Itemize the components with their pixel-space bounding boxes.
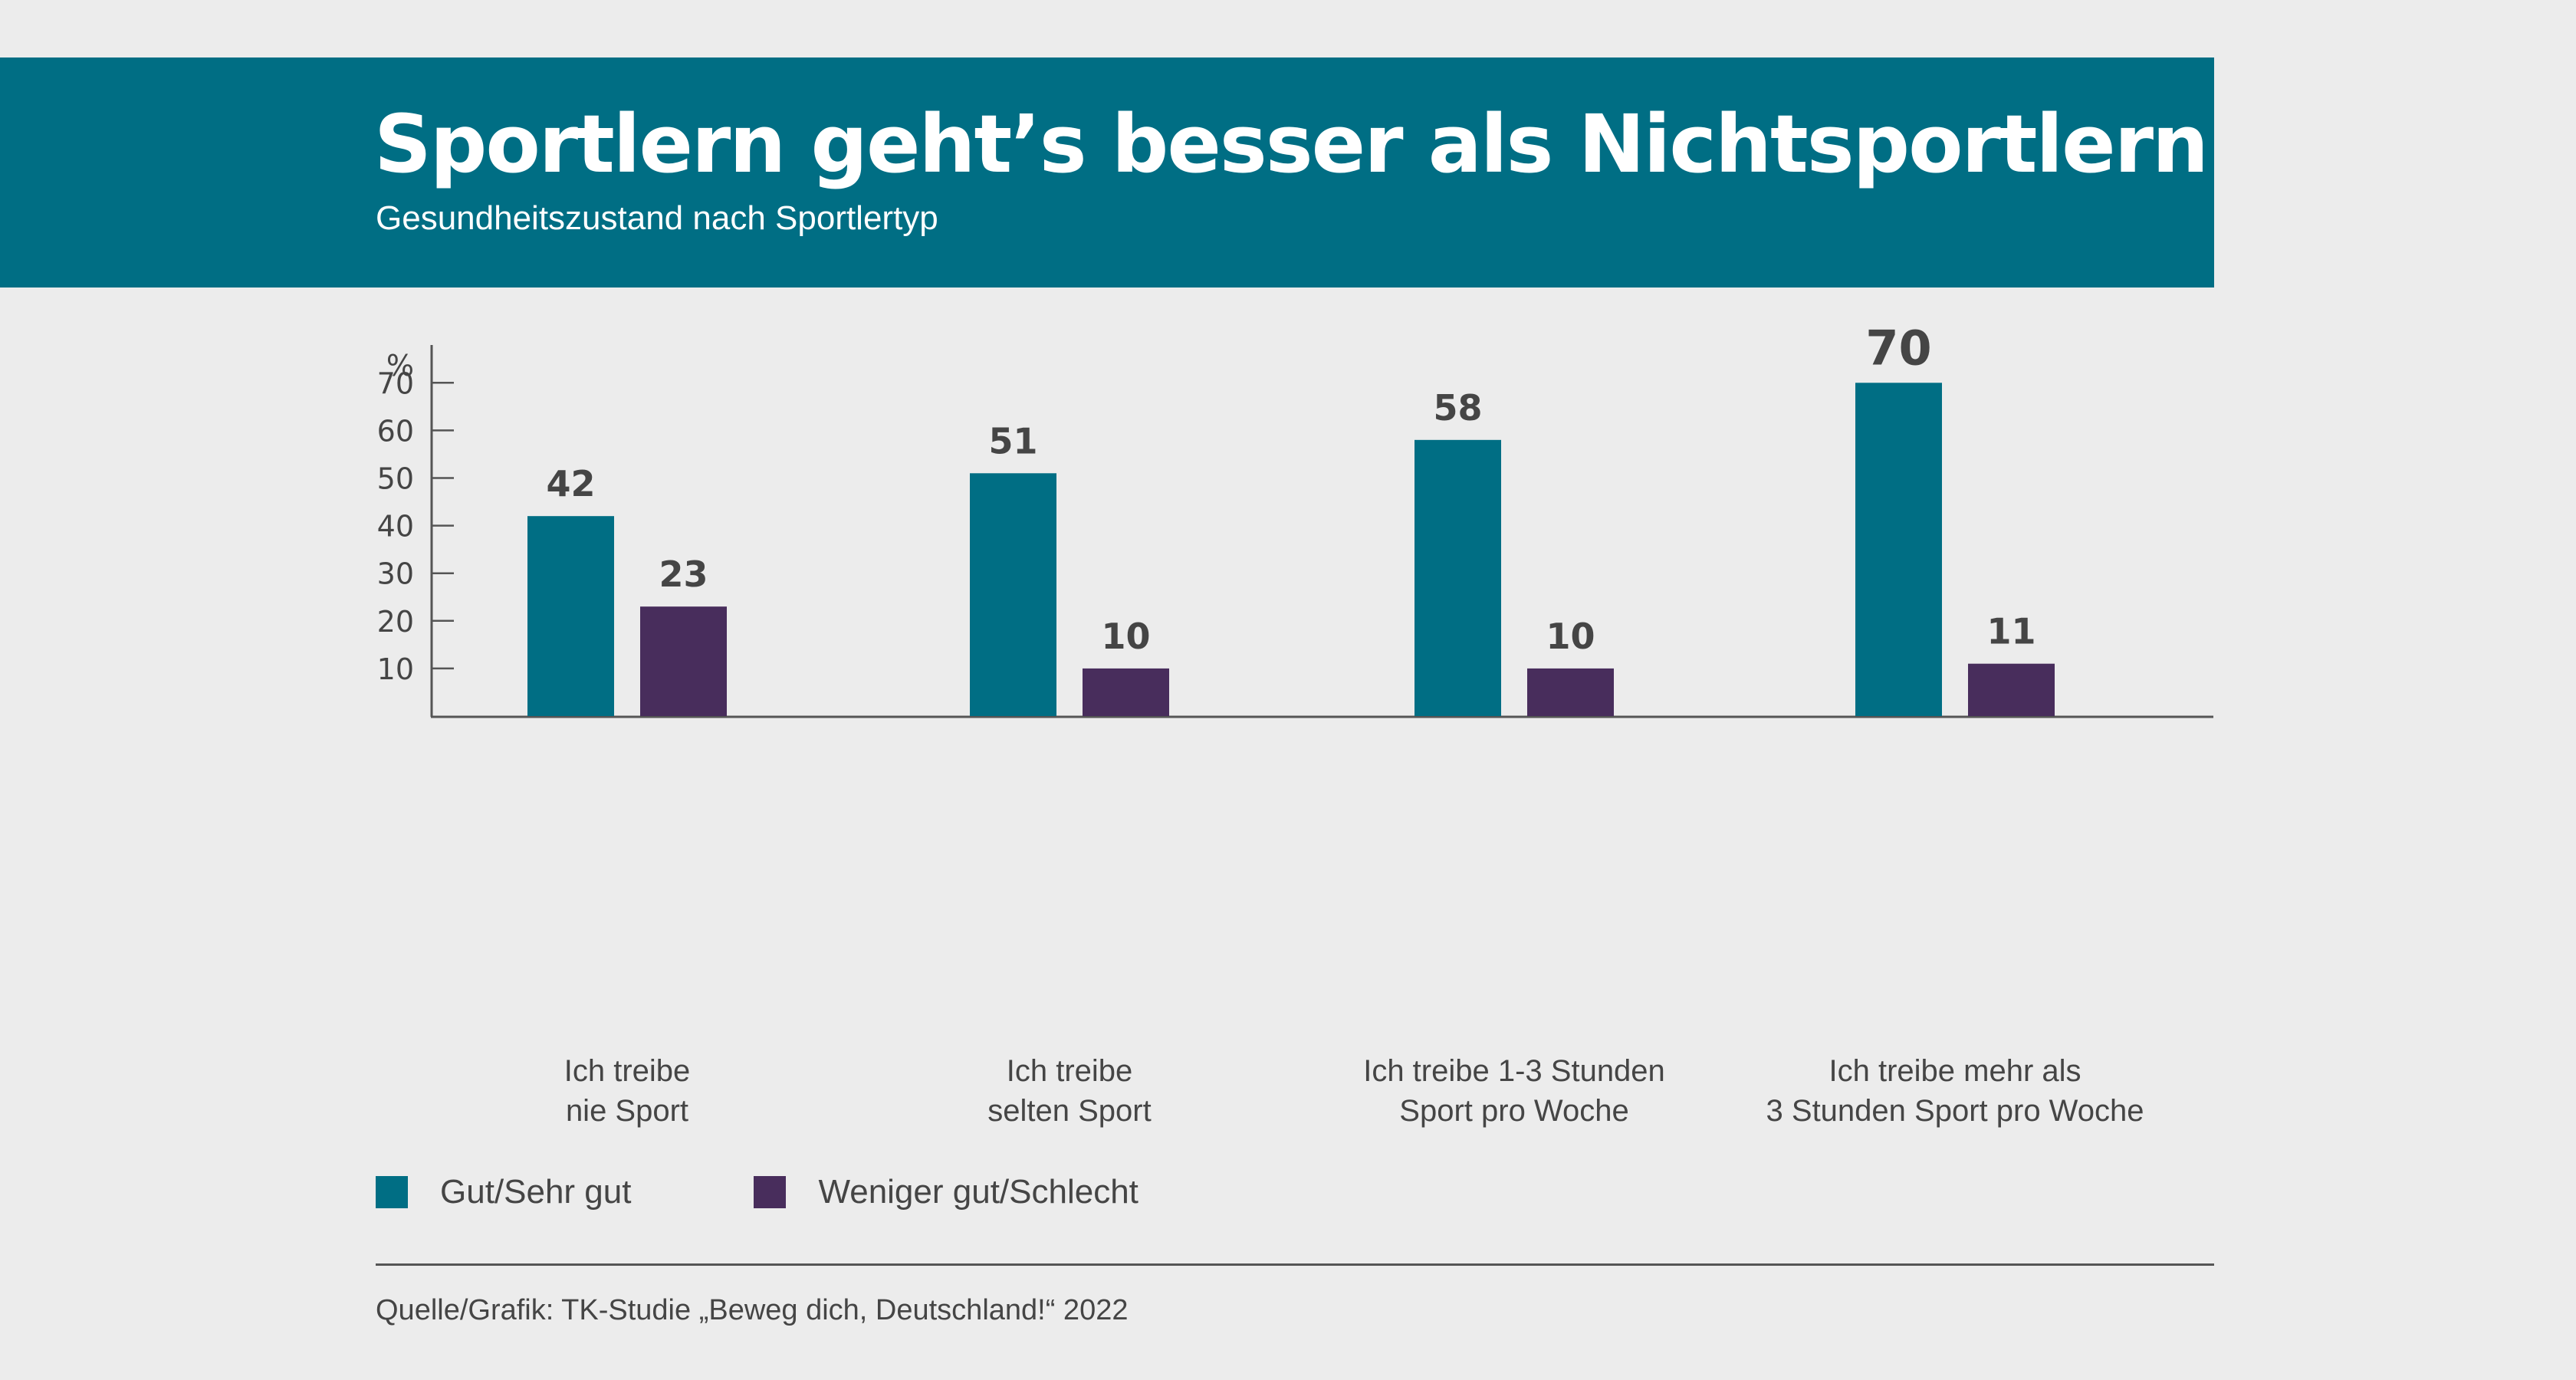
bar-weniger xyxy=(1527,668,1614,716)
category-label: Ich treibe xyxy=(564,1054,691,1088)
data-label: 51 xyxy=(988,420,1037,462)
source-note: Quelle/Grafik: TK-Studie „Beweg dich, De… xyxy=(376,1294,1129,1326)
category-label: Sport pro Woche xyxy=(1399,1094,1628,1128)
bar-gut xyxy=(527,516,614,716)
header-band: Sportlern geht’s besser als Nichtsportle… xyxy=(0,58,2214,288)
data-label: 58 xyxy=(1433,387,1482,429)
legend-swatch-weniger xyxy=(754,1176,787,1208)
data-label: 70 xyxy=(1865,320,1931,376)
y-tick-label: 40 xyxy=(377,510,414,544)
category-label: nie Sport xyxy=(566,1094,688,1128)
y-tick-label: 10 xyxy=(377,652,414,686)
bar-gut xyxy=(970,473,1056,716)
data-label: 42 xyxy=(546,463,595,504)
bar-weniger xyxy=(640,606,727,716)
y-tick-label: 60 xyxy=(377,414,414,448)
data-label: 10 xyxy=(1101,616,1150,657)
y-axis-unit-label: % xyxy=(386,349,414,383)
y-tick-label: 20 xyxy=(377,605,414,639)
legend-item-gut: Gut/Sehr gut xyxy=(376,1173,631,1211)
y-tick-label: 30 xyxy=(377,557,414,591)
legend-swatch-gut xyxy=(376,1176,408,1208)
bar-gut xyxy=(1855,383,1942,716)
data-label: 10 xyxy=(1546,616,1595,657)
category-label: Ich treibe mehr als xyxy=(1829,1054,2081,1088)
footer-divider xyxy=(376,1263,2214,1266)
legend: Gut/Sehr gut Weniger gut/Schlecht xyxy=(376,1173,1261,1211)
bar-weniger xyxy=(1083,668,1169,716)
data-label: 11 xyxy=(1986,611,2036,652)
category-label: 3 Stunden Sport pro Woche xyxy=(1766,1094,2144,1128)
bar-gut xyxy=(1414,439,1501,716)
bar-weniger xyxy=(1968,663,2055,716)
y-tick-label: 50 xyxy=(377,462,414,496)
category-label: selten Sport xyxy=(987,1094,1151,1128)
legend-label-weniger: Weniger gut/Schlecht xyxy=(818,1173,1138,1211)
category-label: Ich treibe 1-3 Stunden xyxy=(1363,1054,1665,1088)
chart-subtitle: Gesundheitszustand nach Sportlertyp xyxy=(376,199,938,237)
data-label: 23 xyxy=(659,554,708,595)
legend-item-weniger: Weniger gut/Schlecht xyxy=(754,1173,1138,1211)
category-label: Ich treibe xyxy=(1007,1054,1133,1088)
chart-title: Sportlern geht’s besser als Nichtsportle… xyxy=(374,97,2209,191)
legend-label-gut: Gut/Sehr gut xyxy=(440,1173,632,1211)
y-tick-label: 70 xyxy=(377,366,414,400)
